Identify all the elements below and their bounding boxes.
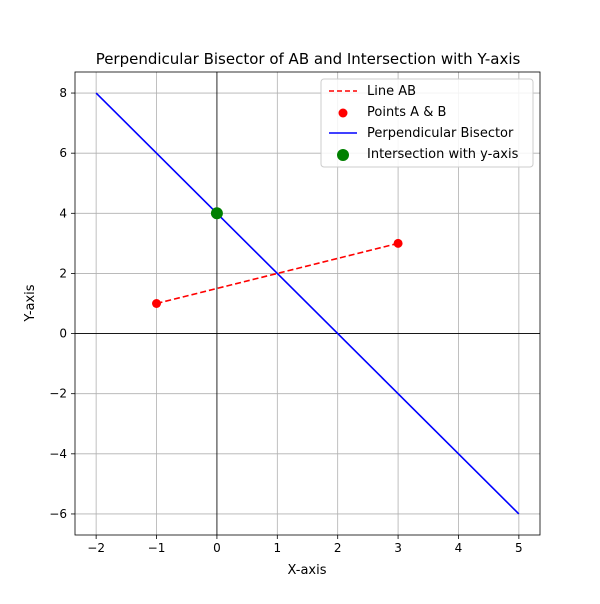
x-axis-label: X-axis: [288, 563, 327, 578]
series-point-1: [393, 238, 403, 248]
y-tick-label: −4: [49, 447, 67, 461]
x-tick-label: 4: [455, 541, 463, 555]
legend-label: Points A & B: [367, 105, 446, 120]
legend-label: Intersection with y-axis: [367, 147, 519, 162]
y-tick-label: 0: [59, 327, 67, 341]
legend: Line AB Points A & B Perpendicular Bisecto…: [320, 78, 534, 168]
series-point-1: [152, 299, 162, 308]
series-line-0: [156, 242, 399, 305]
legend-label: Line AB: [367, 84, 416, 99]
x-tick-label: 5: [515, 541, 523, 555]
y-tick-label: 8: [59, 86, 67, 100]
legend-box: [320, 78, 534, 168]
x-tick-label: 2: [334, 541, 342, 555]
y-tick-label: −6: [49, 507, 67, 521]
y-axis-label: Y-axis: [23, 284, 38, 322]
plot-frame: [74, 71, 541, 536]
x-tick-label: −1: [148, 541, 166, 555]
y-tick-label: 2: [59, 266, 67, 280]
chart-title: Perpendicular Bisector of AB and Interse…: [96, 50, 521, 68]
x-tick-label: 0: [213, 541, 221, 555]
x-tick-label: 1: [273, 541, 281, 555]
y-tick-label: −2: [49, 387, 67, 401]
legend-marker-swatch: [337, 149, 349, 161]
legend-label: Perpendicular Bisector: [367, 126, 514, 141]
y-tick-label: 4: [59, 206, 67, 220]
y-tick-label: 6: [59, 146, 67, 160]
series-line-2: [95, 92, 520, 515]
series-point-3: [210, 207, 223, 220]
legend-marker-swatch: [338, 108, 348, 118]
x-tick-label: −2: [87, 541, 105, 555]
x-tick-label: 3: [394, 541, 402, 555]
